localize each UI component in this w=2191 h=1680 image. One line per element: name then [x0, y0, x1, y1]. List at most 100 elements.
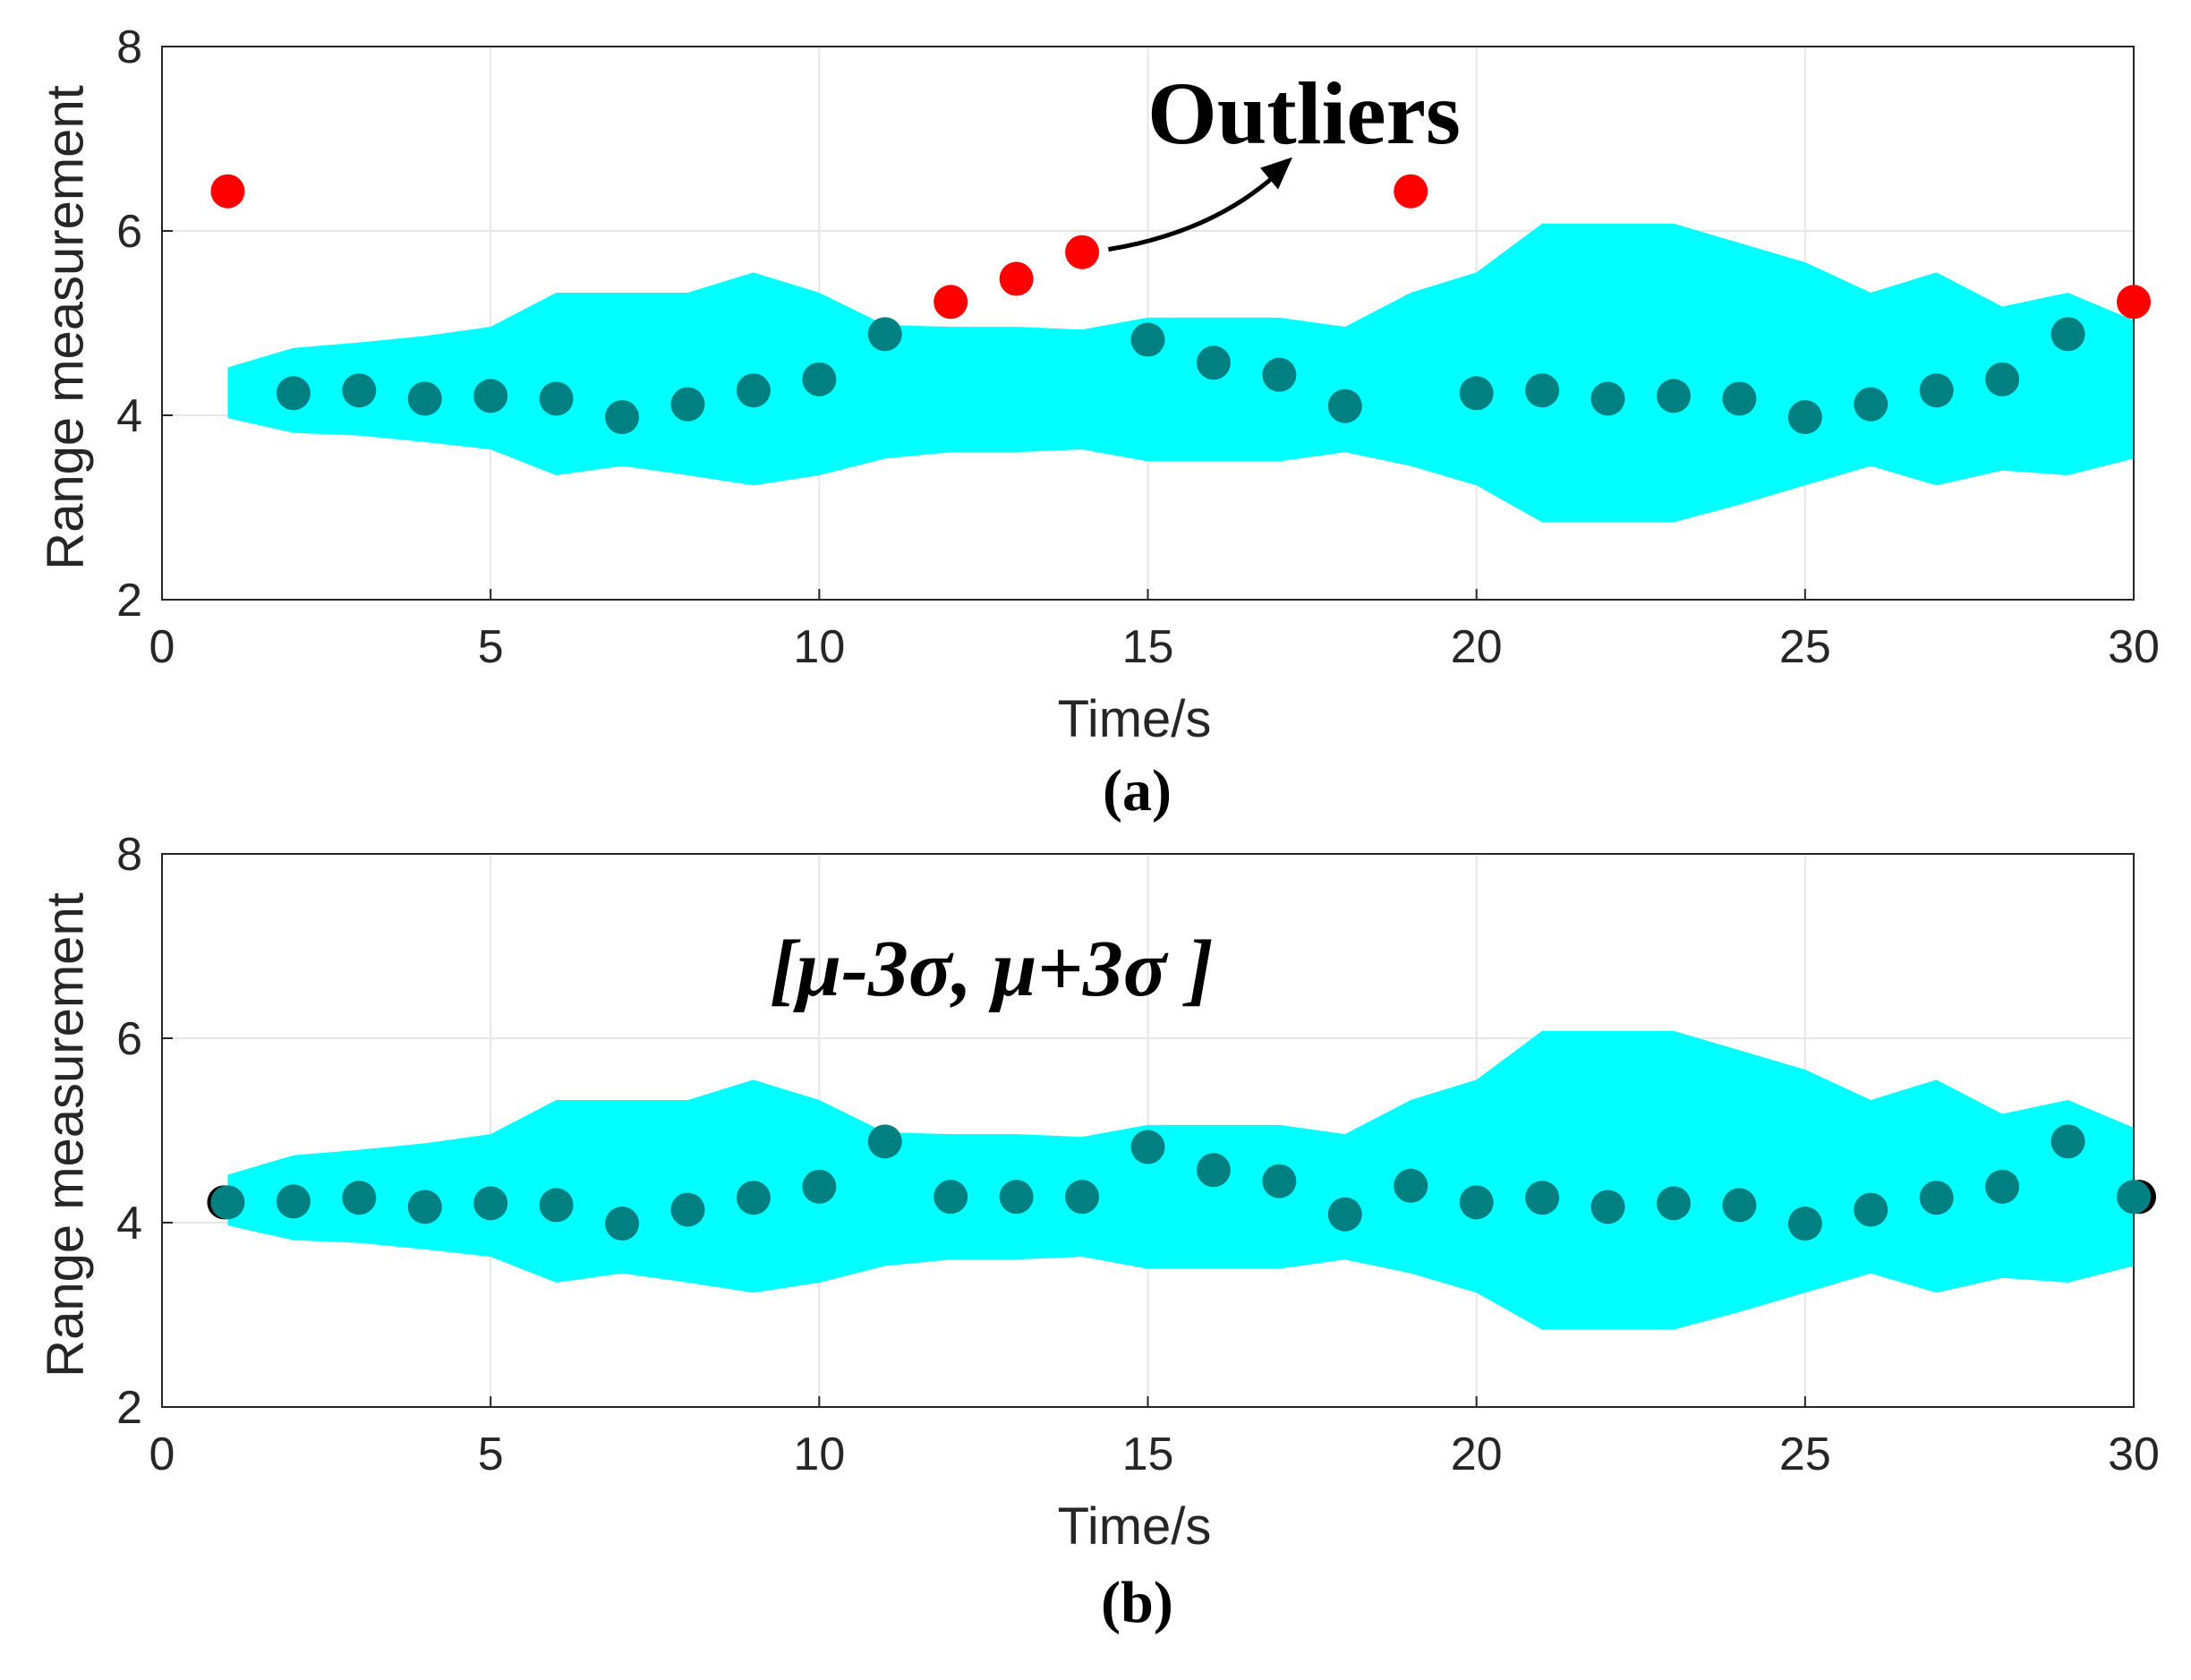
- panel-b-x-tick-label: 20: [1451, 1428, 1503, 1480]
- panel-a-outliers-annotation: Outliers: [1147, 64, 1461, 163]
- panel-a-measurement-point: [473, 379, 508, 414]
- panel-b-y-tick-label: 6: [116, 1013, 142, 1065]
- panel-b-x-tick-label: 0: [149, 1428, 175, 1480]
- panel-a-measurement-point: [736, 373, 771, 408]
- panel-b-label: (b): [1101, 1570, 1173, 1635]
- panel-a-outlier-arrow: [1108, 157, 1293, 252]
- panel-a-measurement-point: [1262, 357, 1297, 392]
- panel-a-measurement-point: [670, 387, 705, 422]
- panel-a-measurement-point: [1459, 376, 1494, 411]
- panel-b-measurement-point: [670, 1192, 705, 1227]
- panel-b-y-axis-title: Range measurement: [36, 892, 94, 1377]
- panel-a-outlier-point: [210, 174, 245, 209]
- panel-b-measurement-point: [407, 1190, 442, 1224]
- panel-b-measurement-point: [1590, 1190, 1625, 1224]
- panel-a-measurement-point: [1196, 345, 1231, 380]
- panel-a-y-tick-label: 2: [116, 575, 142, 627]
- panel-b-measurement-point: [1985, 1169, 2020, 1204]
- panel-b-measurement-point: [2117, 1180, 2151, 1215]
- panel-a-x-axis-title: Time/s: [1058, 690, 1212, 748]
- panel-a-y-axis-title: Range measurement: [36, 85, 94, 570]
- panel-b-measurement-point: [210, 1185, 245, 1220]
- panel-a: 0 5 10 15 20 25 30 2 4 6 8 Time/s Range measuremen…: [36, 21, 2160, 823]
- panel-b-x-axis-title: Time/s: [1058, 1497, 1212, 1556]
- panel-a-x-tick-label: 10: [793, 621, 845, 673]
- panel-a-measurement-point: [1130, 322, 1165, 357]
- panel-a-y-tick-label: 4: [116, 390, 142, 442]
- panel-a-arrow-head: [1260, 157, 1293, 190]
- panel-b-measurement-point: [1656, 1186, 1691, 1221]
- panel-a-measurement-point: [1722, 381, 1757, 416]
- panel-b-measurement-point: [802, 1169, 837, 1204]
- panel-b-measurement-point: [999, 1180, 1034, 1215]
- panel-b-measurement-point: [867, 1124, 902, 1159]
- panel-a-y-tick-label: 8: [116, 21, 142, 73]
- panel-a-measurement-point: [1590, 381, 1625, 416]
- panel-b-measurement-point: [1722, 1188, 1757, 1223]
- panel-a-measurement-point: [1919, 373, 1954, 408]
- panel-a-data-points: [210, 174, 2151, 435]
- panel-a-measurement-point: [802, 362, 837, 397]
- panel-a-measurement-point: [276, 376, 311, 411]
- panel-b-measurement-point: [342, 1181, 377, 1215]
- panel-a-x-tick-label: 30: [2108, 621, 2160, 673]
- panel-a-measurement-point: [1854, 387, 1888, 422]
- panel-a-measurement-point: [539, 381, 574, 416]
- panel-a-measurement-point: [867, 317, 902, 352]
- panel-a-measurement-point: [342, 373, 377, 408]
- panel-a-tick-labels: 0 5 10 15 20 25 30 2 4 6 8: [116, 21, 2160, 673]
- panel-b-measurement-point: [1394, 1168, 1428, 1203]
- panel-b-measurement-point: [1196, 1153, 1231, 1188]
- panel-a-x-tick-label: 5: [478, 621, 504, 673]
- panel-a-outlier-point: [2117, 285, 2151, 320]
- panel-a-confidence-band: [227, 223, 2134, 523]
- panel-b-sigma-annotation: [μ-3σ, μ+3σ ]: [770, 925, 1214, 1013]
- panel-b-measurement-point: [934, 1180, 968, 1215]
- panel-a-arrow-shaft: [1108, 164, 1287, 252]
- panel-b-y-tick-label: 4: [116, 1198, 142, 1249]
- panel-a-outlier-point: [1065, 235, 1100, 269]
- panel-a-outlier-point: [1394, 174, 1428, 209]
- panel-a-measurement-point: [1525, 373, 1560, 408]
- panel-a-outlier-point: [999, 261, 1034, 296]
- panel-a-measurement-point: [1327, 388, 1362, 423]
- panel-b-measurement-point: [1262, 1164, 1297, 1198]
- panel-b-data-points: [207, 1124, 2156, 1241]
- panel-b-measurement-point: [1787, 1207, 1822, 1241]
- panel-a-label: (a): [1103, 758, 1172, 823]
- panel-a-measurement-point: [1985, 362, 2020, 397]
- panel-a-outlier-point: [934, 285, 968, 320]
- panel-b-x-tick-label: 10: [793, 1428, 845, 1480]
- panel-a-measurement-point: [407, 381, 442, 416]
- panel-b: 0 5 10 15 20 25 30 2 4 6 8 Time/s Range measuremen…: [36, 829, 2160, 1635]
- panel-b-confidence-band: [227, 1030, 2134, 1330]
- panel-b-measurement-point: [1065, 1180, 1100, 1215]
- panel-b-measurement-point: [1525, 1181, 1560, 1215]
- panel-b-measurement-point: [1919, 1181, 1954, 1215]
- panel-a-y-tick-label: 6: [116, 206, 142, 258]
- panel-b-measurement-point: [276, 1184, 311, 1219]
- panel-a-x-tick-label: 25: [1779, 621, 1831, 673]
- panel-b-measurement-point: [2050, 1124, 2085, 1159]
- panel-b-x-tick-label: 5: [478, 1428, 504, 1480]
- panel-a-x-tick-label: 15: [1122, 621, 1174, 673]
- panel-b-x-tick-label: 15: [1122, 1428, 1174, 1480]
- panel-a-measurement-point: [2050, 317, 2085, 352]
- panel-b-measurement-point: [539, 1188, 574, 1223]
- panel-b-y-tick-label: 8: [116, 829, 142, 881]
- panel-a-measurement-point: [1656, 379, 1691, 414]
- panel-a-x-tick-label: 0: [149, 621, 175, 673]
- panel-b-measurement-point: [1130, 1130, 1165, 1164]
- panel-a-x-tick-label: 20: [1451, 621, 1503, 673]
- panel-b-measurement-point: [473, 1186, 508, 1221]
- panel-b-measurement-point: [605, 1207, 640, 1241]
- panel-b-x-tick-label: 30: [2108, 1428, 2160, 1480]
- panel-b-measurement-point: [1459, 1185, 1494, 1220]
- panel-b-measurement-point: [1854, 1192, 1888, 1227]
- panel-b-measurement-point: [1327, 1197, 1362, 1232]
- panel-b-x-tick-label: 25: [1779, 1428, 1831, 1480]
- panel-a-measurement-point: [605, 400, 640, 435]
- panel-b-y-tick-label: 2: [116, 1382, 142, 1434]
- panel-a-measurement-point: [1787, 400, 1822, 435]
- panel-b-tick-labels: 0 5 10 15 20 25 30 2 4 6 8: [116, 829, 2160, 1480]
